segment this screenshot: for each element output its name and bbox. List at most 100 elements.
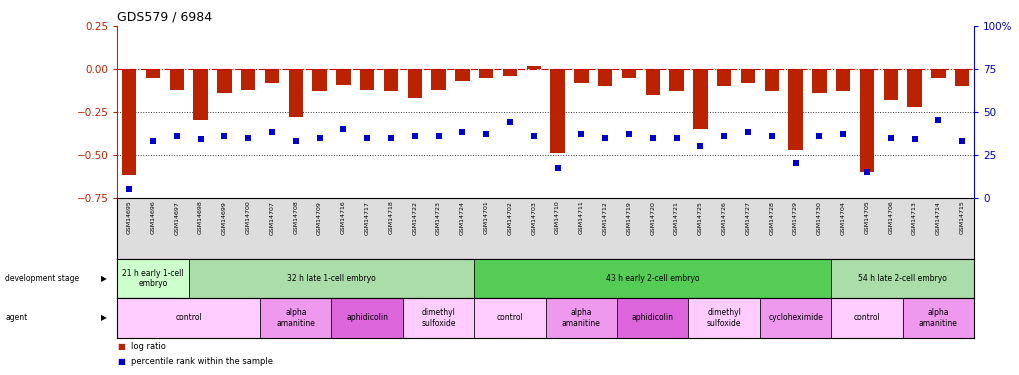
Text: development stage: development stage [5, 274, 79, 283]
Bar [431, 69, 445, 90]
Text: GSM14722: GSM14722 [412, 201, 417, 235]
Bar [474, 259, 830, 298]
Bar [645, 69, 659, 95]
Text: GSM14724: GSM14724 [460, 201, 465, 235]
Bar [479, 69, 493, 78]
Text: GSM14697: GSM14697 [174, 201, 179, 234]
Text: alpha
amanitine: alpha amanitine [918, 308, 957, 328]
Text: control: control [853, 314, 879, 322]
Point [525, 133, 541, 139]
Point [264, 129, 280, 135]
Text: ■: ■ [117, 342, 125, 351]
Bar [260, 298, 331, 338]
Point [573, 131, 589, 137]
Text: GSM14719: GSM14719 [626, 201, 631, 234]
Bar [907, 69, 921, 107]
Text: GSM14729: GSM14729 [793, 201, 797, 235]
Point [929, 117, 946, 123]
Text: 21 h early 1-cell
embryo: 21 h early 1-cell embryo [122, 269, 183, 288]
Text: 43 h early 2-cell embryo: 43 h early 2-cell embryo [605, 274, 699, 283]
Bar [882, 69, 897, 100]
Text: GSM14705: GSM14705 [864, 201, 868, 234]
Text: GSM14727: GSM14727 [745, 201, 750, 235]
Bar [217, 69, 231, 93]
Text: GSM14714: GSM14714 [935, 201, 940, 234]
Text: GSM14706: GSM14706 [888, 201, 893, 234]
Bar [954, 69, 968, 86]
Bar [117, 298, 260, 338]
Point [763, 133, 780, 139]
Text: percentile rank within the sample: percentile rank within the sample [130, 357, 272, 366]
Point [953, 138, 969, 144]
Text: ■: ■ [117, 357, 125, 366]
Text: 32 h late 1-cell embryo: 32 h late 1-cell embryo [286, 274, 376, 283]
Bar [408, 69, 422, 98]
Bar [550, 69, 565, 153]
Text: GSM14699: GSM14699 [222, 201, 226, 234]
Bar [759, 298, 830, 338]
Bar [764, 69, 779, 92]
Text: aphidicolin: aphidicolin [631, 314, 674, 322]
Point [382, 135, 398, 141]
Bar [169, 69, 183, 90]
Point [858, 169, 874, 175]
Text: dimethyl
sulfoxide: dimethyl sulfoxide [706, 308, 741, 328]
Bar [859, 69, 873, 172]
Text: GSM14717: GSM14717 [365, 201, 369, 234]
Point [739, 129, 755, 135]
Bar [622, 69, 636, 78]
Text: GSM14703: GSM14703 [531, 201, 536, 234]
Point [311, 135, 327, 141]
Point [715, 133, 732, 139]
Text: GSM14709: GSM14709 [317, 201, 322, 234]
Text: dimethyl
sulfoxide: dimethyl sulfoxide [421, 308, 455, 328]
Text: GSM14708: GSM14708 [293, 201, 298, 234]
Bar [526, 66, 540, 69]
Text: log ratio: log ratio [130, 342, 165, 351]
Text: GSM14701: GSM14701 [483, 201, 488, 234]
Bar [240, 69, 255, 90]
Text: GSM14728: GSM14728 [768, 201, 773, 234]
Bar [336, 69, 351, 84]
Bar [597, 69, 611, 86]
Text: ▶: ▶ [101, 314, 107, 322]
Text: control: control [175, 314, 202, 322]
Bar [403, 298, 474, 338]
Text: GSM14696: GSM14696 [151, 201, 155, 234]
Text: agent: agent [5, 314, 28, 322]
Bar [454, 69, 469, 81]
Text: GSM14720: GSM14720 [650, 201, 654, 234]
Text: alpha
amanitine: alpha amanitine [276, 308, 315, 328]
Bar [117, 259, 189, 298]
Point [692, 143, 708, 149]
Point [501, 119, 518, 125]
Point [287, 138, 304, 144]
Text: cycloheximide: cycloheximide [767, 314, 822, 322]
Bar [788, 69, 802, 150]
Text: control: control [496, 314, 523, 322]
Bar [502, 69, 517, 76]
Bar [288, 69, 303, 117]
Text: GSM14711: GSM14711 [579, 201, 583, 234]
Text: GDS579 / 6984: GDS579 / 6984 [117, 11, 212, 24]
Bar [189, 259, 474, 298]
Bar [616, 298, 688, 338]
Point [193, 136, 209, 142]
Bar [830, 298, 902, 338]
Text: GSM14698: GSM14698 [198, 201, 203, 234]
Text: GSM14713: GSM14713 [911, 201, 916, 234]
Text: GSM14707: GSM14707 [269, 201, 274, 234]
Text: 54 h late 2-cell embryo: 54 h late 2-cell embryo [857, 274, 947, 283]
Bar [688, 298, 759, 338]
Text: alpha
amanitine: alpha amanitine [561, 308, 600, 328]
Point [216, 133, 232, 139]
Bar [836, 69, 850, 92]
Text: GSM14718: GSM14718 [388, 201, 393, 234]
Text: GSM14710: GSM14710 [554, 201, 559, 234]
Bar [811, 69, 825, 93]
Text: GSM14730: GSM14730 [816, 201, 821, 234]
Point [145, 138, 161, 144]
Bar [902, 298, 973, 338]
Point [906, 136, 922, 142]
Point [121, 186, 138, 192]
